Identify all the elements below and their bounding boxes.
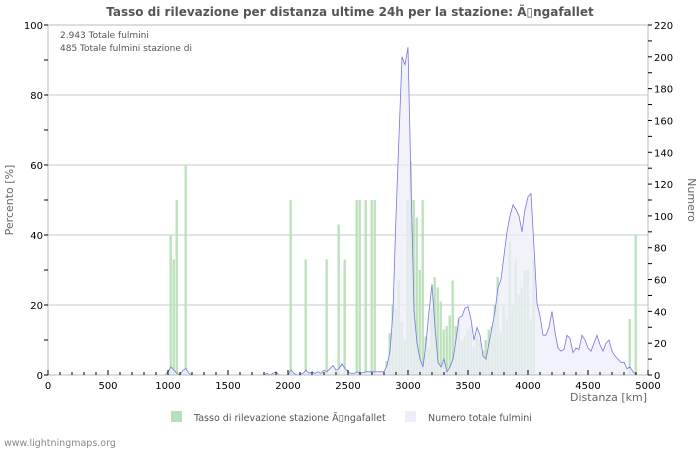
x-tick-label: 3500 [455, 381, 480, 392]
bar [421, 200, 424, 375]
bar [355, 200, 358, 375]
station-strikes-info: 485 Totale fulmini stazione di [60, 44, 192, 54]
bar [343, 259, 346, 375]
area-line [48, 47, 648, 376]
bar [175, 200, 178, 375]
x-tick-label: 2000 [275, 381, 300, 392]
bar [370, 200, 373, 375]
x-tick-label: 4000 [515, 381, 540, 392]
x-tick-label: 0 [45, 381, 51, 392]
y-right-tick-label: 200 [654, 53, 673, 64]
bar [169, 235, 172, 375]
y-axis-right-title: Numero [685, 178, 698, 222]
chart-title: Tasso di rilevazione per distanza ultime… [106, 4, 594, 19]
bar [325, 259, 328, 375]
x-tick-label: 2500 [335, 381, 360, 392]
axes: 0204060801000204060801001201401601802002… [24, 21, 673, 392]
bar [445, 326, 448, 375]
y-left-tick-label: 40 [30, 231, 43, 242]
x-tick-label: 1500 [215, 381, 240, 392]
x-tick-label: 4500 [575, 381, 600, 392]
bar [451, 280, 454, 375]
bar [439, 301, 442, 375]
gridlines [48, 94, 648, 306]
y-right-tick-label: 60 [654, 276, 667, 287]
bar [448, 315, 451, 375]
y-left-tick-label: 0 [37, 371, 43, 382]
x-tick-label: 1000 [155, 381, 180, 392]
bar [373, 200, 376, 375]
y-right-tick-label: 40 [654, 307, 667, 318]
bar [442, 329, 445, 375]
y-right-tick-label: 20 [654, 339, 667, 350]
y-right-tick-label: 220 [654, 21, 673, 32]
bar [364, 200, 367, 375]
total-strikes-info: 2.943 Totale fulmini [60, 31, 149, 41]
legend-swatch-detection-rate [171, 411, 182, 422]
y-right-tick-label: 0 [654, 371, 660, 382]
y-right-tick-label: 140 [654, 148, 673, 159]
legend-swatch-total-strikes [405, 411, 416, 422]
bar [415, 217, 418, 375]
bar [184, 165, 187, 375]
bar [172, 259, 175, 375]
y-left-tick-label: 100 [24, 21, 43, 32]
y-left-tick-label: 20 [30, 301, 43, 312]
bar [337, 224, 340, 375]
bar [436, 287, 439, 375]
bar [634, 235, 637, 375]
bar [418, 270, 421, 375]
bar [628, 319, 631, 375]
y-right-tick-label: 120 [654, 180, 673, 191]
y-right-tick-label: 100 [654, 212, 673, 223]
y-right-tick-label: 80 [654, 244, 667, 255]
bar [484, 340, 487, 375]
x-axis-title: Distanza [km] [570, 391, 647, 404]
footer-site-link[interactable]: www.lightningmaps.org [4, 438, 116, 449]
y-left-tick-label: 80 [30, 91, 43, 102]
y-right-tick-label: 160 [654, 116, 673, 127]
y-right-tick-label: 180 [654, 85, 673, 96]
legend-label-detection-rate: Tasso di rilevazione stazione Ã▯ngafalle… [193, 413, 386, 424]
total-strikes-area [48, 47, 648, 376]
x-tick-label: 500 [98, 381, 117, 392]
legend-label-total-strikes: Numero totale fulmini [428, 413, 532, 424]
area-fill [48, 47, 648, 376]
y-axis-left-title: Percento [%] [3, 165, 16, 236]
bar [289, 200, 292, 375]
x-tick-label: 5000 [635, 381, 660, 392]
x-tick-label: 3000 [395, 381, 420, 392]
bar [304, 259, 307, 375]
y-left-tick-label: 60 [30, 161, 43, 172]
bar [358, 200, 361, 375]
